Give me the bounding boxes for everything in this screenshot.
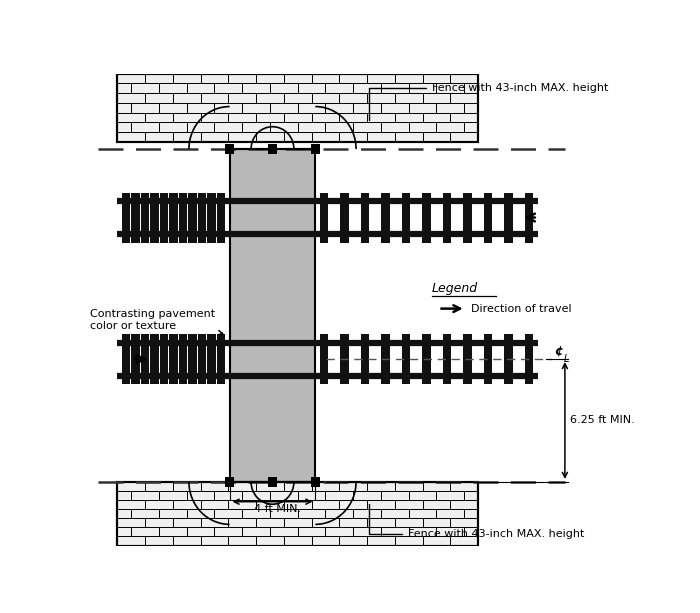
Bar [122,334,130,384]
Text: ¢: ¢ [554,345,563,358]
Bar [382,192,390,243]
Bar [169,334,178,384]
Bar [320,192,328,243]
Bar [382,334,390,384]
Bar [178,334,188,384]
Bar [118,74,478,142]
Bar [169,192,178,243]
Text: Fence with 43-inch MAX. height: Fence with 43-inch MAX. height [369,503,584,539]
Bar [402,192,410,243]
Text: 4 ft MIN.: 4 ft MIN. [254,504,302,514]
Text: L: L [564,354,568,364]
Bar [207,334,216,384]
Text: Contrasting pavement
color or texture: Contrasting pavement color or texture [90,310,223,335]
Bar [160,334,168,384]
Bar [442,192,452,243]
Bar [320,334,328,384]
Bar [225,477,234,487]
Bar [178,192,188,243]
Bar [484,334,492,384]
Bar [402,334,410,384]
Bar [197,192,206,243]
Text: Legend: Legend [432,283,478,295]
Bar [484,192,492,243]
Bar [360,334,370,384]
Bar [118,482,478,546]
Bar [188,192,197,243]
Bar [225,144,234,154]
Bar [141,334,149,384]
Bar [340,334,349,384]
Bar [463,334,472,384]
Bar [197,334,206,384]
Bar [422,334,431,384]
Bar [188,334,197,384]
Bar [216,192,225,243]
Bar [150,334,159,384]
Bar [141,192,149,243]
Bar [150,192,159,243]
Bar [525,192,533,243]
Text: 6.25 ft MIN.: 6.25 ft MIN. [570,416,635,425]
Bar [340,192,349,243]
Bar [422,192,431,243]
Bar [360,192,370,243]
Bar [207,192,216,243]
Bar [131,334,140,384]
Bar [230,149,315,482]
Bar [268,144,277,154]
Bar [311,144,320,154]
Text: Direction of travel: Direction of travel [471,303,572,314]
Bar [268,477,277,487]
Bar [118,482,478,546]
Bar [122,192,130,243]
Bar [131,192,140,243]
Bar [504,192,513,243]
Bar [463,192,472,243]
Bar [118,74,478,142]
Bar [160,192,168,243]
Bar [525,334,533,384]
Bar [442,334,452,384]
Bar [311,477,320,487]
Bar [216,334,225,384]
Bar [504,334,513,384]
Text: Fence with 43-inch MAX. height: Fence with 43-inch MAX. height [369,83,608,120]
